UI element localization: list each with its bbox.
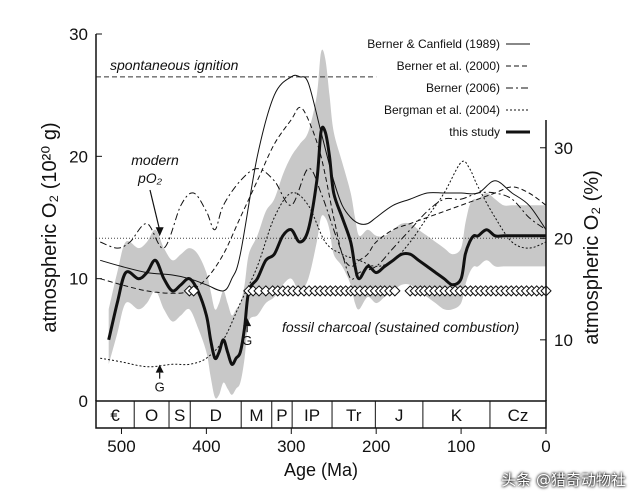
axes: 0 10 20 30 10 20 30 500 400 300 200 100 0 [69, 25, 573, 456]
y-axis-left-label: atmospheric O₂ (10²⁰ g) [39, 122, 61, 332]
period-label-S: S [174, 406, 185, 425]
legend-label-0: Berner & Canfield (1989) [367, 37, 500, 51]
y-right-tick-label: 20 [554, 229, 573, 248]
period-label-IP: IP [304, 406, 320, 425]
period-label-M: M [249, 406, 263, 425]
legend-label-1: Berner et al. (2000) [397, 59, 500, 73]
watermark-text: 头条 @猎奇动物社 [501, 471, 626, 489]
y-right-tick-label: 30 [554, 139, 573, 158]
series-line-4 [107, 125, 546, 366]
labels: Age (Ma) atmospheric O₂ (10²⁰ g) atmospher… [39, 57, 603, 480]
uncertainty-band [108, 49, 546, 399]
period-label-Cz: Cz [508, 406, 529, 425]
y-left-tick-label: 30 [69, 25, 88, 44]
g-marker-label-1: G [242, 333, 252, 348]
x-tick-label: 100 [447, 437, 475, 456]
modern-po2-label-line2: pO₂ [137, 170, 163, 186]
spontaneous-ignition-label: spontaneous ignition [110, 57, 239, 73]
y-left-tick-label: 0 [79, 392, 88, 411]
series-line-1 [100, 106, 547, 294]
y-left-tick-label: 20 [69, 147, 88, 166]
period-label-€: € [110, 406, 120, 425]
x-tick-label: 200 [362, 437, 390, 456]
legend-label-3: Bergman et al. (2004) [384, 103, 500, 117]
model-series [100, 74, 547, 368]
period-label-D: D [210, 406, 222, 425]
g-marker-arrow-1 [243, 318, 252, 327]
series-line-2 [100, 168, 547, 280]
y-axis-right-label: atmospheric O₂ (%) [581, 170, 603, 344]
x-axis-label: Age (Ma) [284, 460, 358, 480]
series-line-0 [100, 74, 547, 292]
uncertainty-band-area [108, 49, 546, 399]
period-label-Tr: Tr [346, 406, 362, 425]
period-bar: € O S D M P IP Tr J K Cz [95, 400, 547, 429]
g-marker-label-0: G [155, 380, 165, 395]
fossil-charcoal-label: fossil charcoal (sustained combustion) [282, 319, 519, 335]
charcoal-diamond [389, 285, 401, 297]
g-marker-arrow-0 [155, 364, 164, 373]
x-tick-label: 500 [107, 437, 135, 456]
period-label-P: P [276, 406, 287, 425]
y-right-tick-label: 10 [554, 331, 573, 350]
period-label-K: K [451, 406, 463, 425]
x-tick-label: 400 [192, 437, 220, 456]
charcoal-diamond [187, 285, 200, 297]
modern-po2-label-line1: modern [131, 152, 179, 168]
legend-label-2: Berner (2006) [426, 81, 500, 95]
y-left-tick-label: 10 [69, 270, 88, 289]
period-bar-frame [95, 400, 547, 429]
period-label-O: O [145, 406, 158, 425]
x-tick-label: 0 [541, 437, 550, 456]
series-line-3 [100, 160, 547, 368]
modern-po2-arrow-head [155, 227, 164, 237]
legend: Berner & Canfield (1989) Berner et al. (2… [367, 37, 530, 139]
modern-po2-arrow-shaft [149, 189, 161, 231]
x-tick-label: 300 [277, 437, 305, 456]
charcoal-diamonds [183, 285, 552, 297]
period-label-J: J [395, 406, 404, 425]
legend-label-4: this study [449, 125, 500, 139]
